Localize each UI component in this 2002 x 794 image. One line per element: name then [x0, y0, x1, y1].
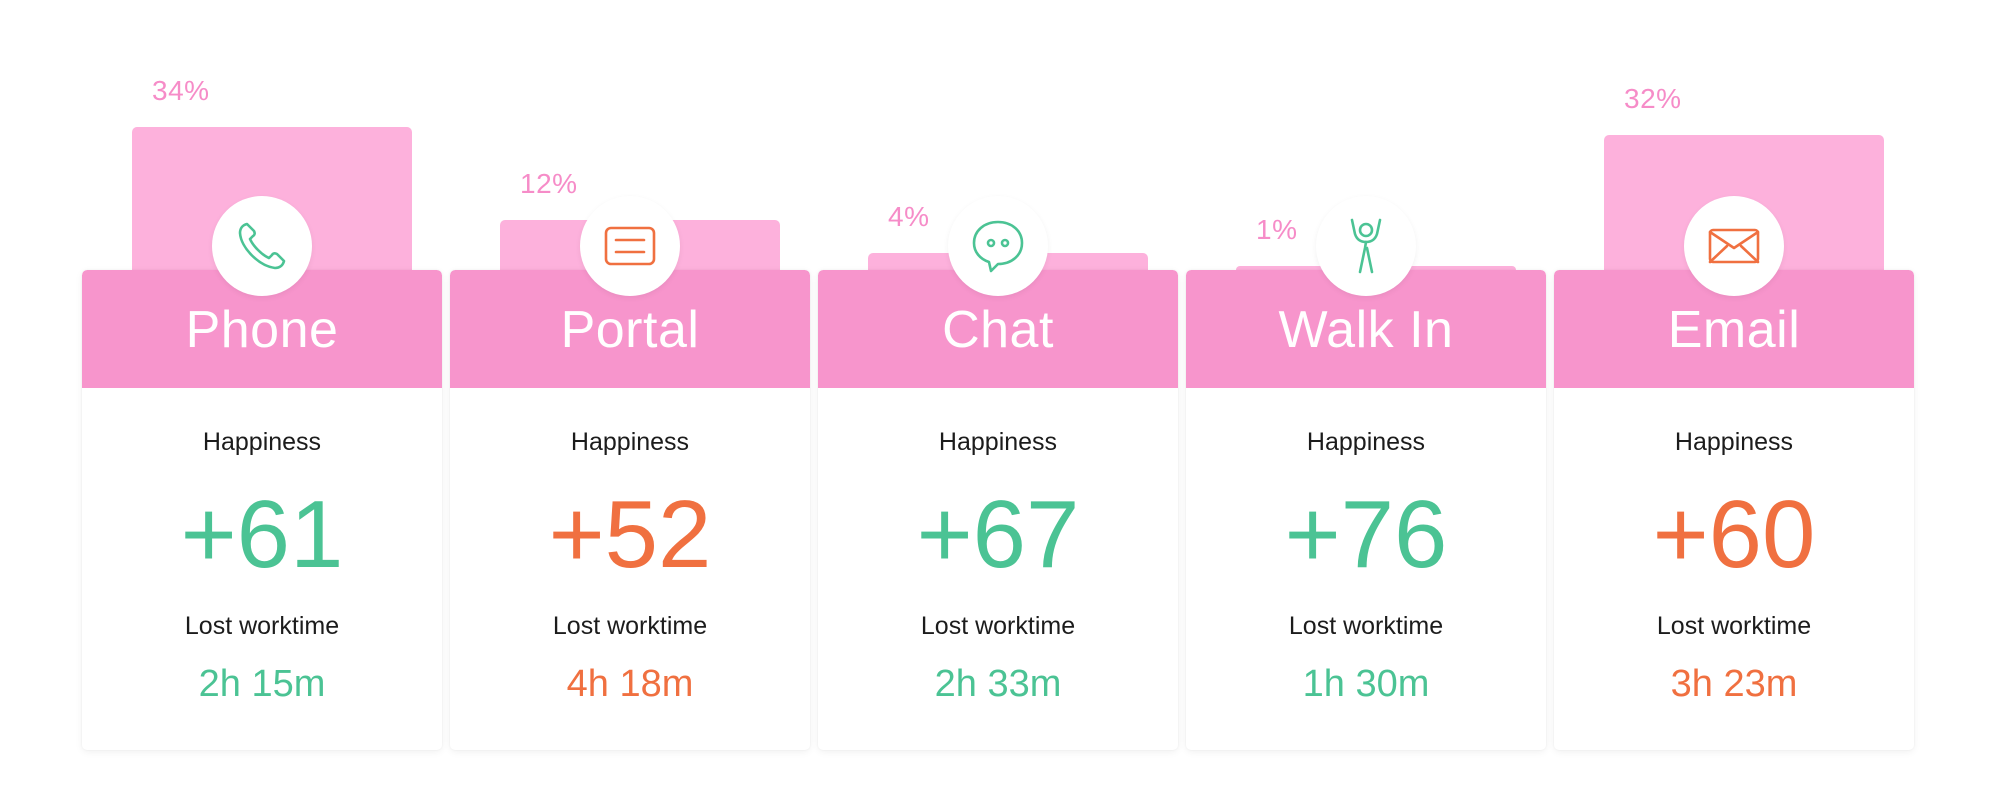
- lost-worktime-label: Lost worktime: [1288, 612, 1444, 640]
- happiness-value: +76: [1284, 481, 1448, 588]
- channel-card: Email Happiness +60 Lost worktime 3h 23m: [1554, 270, 1914, 750]
- channel-name: Portal: [560, 301, 700, 359]
- happiness-label: Happiness: [570, 428, 690, 456]
- share-label: 34%: [152, 75, 210, 106]
- icon-badge: [948, 196, 1048, 296]
- channel-name: Walk In: [1278, 301, 1454, 359]
- share-label: 4%: [888, 201, 930, 232]
- channel-column-email: 32% Email Happiness +60 Lost worktime 3h…: [1554, 0, 1914, 794]
- happiness-label: Happiness: [1306, 428, 1426, 456]
- lost-worktime-label: Lost worktime: [920, 612, 1076, 640]
- share-label: 1%: [1256, 214, 1298, 245]
- channel-column-phone: 34% Phone Happiness +61 Lost worktime 2h…: [82, 0, 442, 794]
- channel-column-walk-in: 1% Walk In Happiness +76 Lost worktime 1…: [1186, 0, 1546, 794]
- icon-badge: [580, 196, 680, 296]
- channel-name: Chat: [942, 301, 1054, 359]
- channel-card: Portal Happiness +52 Lost worktime 4h 18…: [450, 270, 810, 750]
- happiness-value: +52: [548, 481, 712, 588]
- channel-name: Phone: [185, 301, 339, 359]
- phone-icon: [238, 222, 286, 270]
- icon-badge: [212, 196, 312, 296]
- share-label: 32%: [1624, 83, 1682, 114]
- lost-worktime-value: 1h 30m: [1302, 663, 1430, 705]
- channel-column-chat: 4% Chat Happiness +67 Lost worktime 2h 3…: [818, 0, 1178, 794]
- icon-badge: [1316, 196, 1416, 296]
- happiness-label: Happiness: [938, 428, 1058, 456]
- happiness-value: +67: [916, 481, 1080, 588]
- lost-worktime-label: Lost worktime: [184, 612, 340, 640]
- happiness-value: +60: [1652, 481, 1816, 588]
- channel-card: Phone Happiness +61 Lost worktime 2h 15m: [82, 270, 442, 750]
- channel-card: Walk In Happiness +76 Lost worktime 1h 3…: [1186, 270, 1546, 750]
- happiness-value: +61: [180, 481, 344, 588]
- lost-worktime-value: 3h 23m: [1670, 663, 1798, 705]
- walk-in-icon: [1350, 218, 1382, 274]
- lost-worktime-value: 2h 33m: [934, 663, 1062, 705]
- portal-icon: [604, 226, 656, 266]
- lost-worktime-label: Lost worktime: [1656, 612, 1812, 640]
- happiness-label: Happiness: [1674, 428, 1794, 456]
- email-icon: [1708, 228, 1760, 264]
- share-label: 12%: [520, 168, 578, 199]
- lost-worktime-value: 4h 18m: [566, 663, 694, 705]
- channel-card: Chat Happiness +67 Lost worktime 2h 33m: [818, 270, 1178, 750]
- chat-icon: [972, 220, 1024, 273]
- lost-worktime-value: 2h 15m: [198, 663, 326, 705]
- channel-column-portal: 12% Portal Happiness +52 Lost worktime 4…: [450, 0, 810, 794]
- channel-name: Email: [1667, 301, 1801, 359]
- icon-badge: [1684, 196, 1784, 296]
- lost-worktime-label: Lost worktime: [552, 612, 708, 640]
- happiness-label: Happiness: [202, 428, 322, 456]
